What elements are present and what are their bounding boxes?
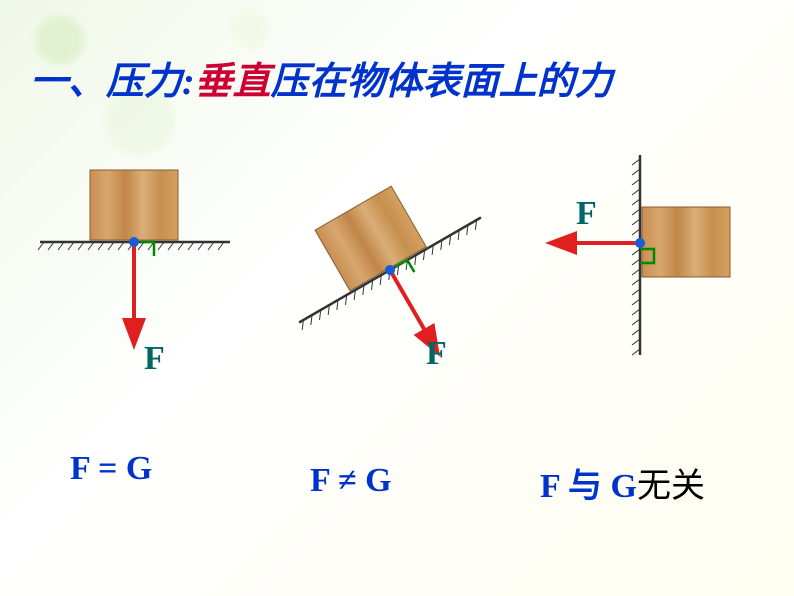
- diagram-inclined: [260, 150, 520, 410]
- caption-3: F 与 G无关: [540, 458, 705, 507]
- caption-3-black: 无关: [637, 468, 705, 505]
- title-prefix: 一、压力:: [30, 61, 195, 103]
- block-3: [642, 207, 730, 277]
- block-2: [315, 186, 426, 291]
- title-emphasis: 垂直: [195, 61, 271, 103]
- caption-3-blue: F 与 G: [540, 468, 637, 505]
- contact-point-3: [635, 238, 645, 248]
- diagram-vertical: [540, 145, 790, 395]
- page-title: 一、压力:垂直压在物体表面上的力: [30, 50, 613, 105]
- f-label-3: F: [576, 195, 597, 233]
- f-label-2: F: [426, 335, 447, 373]
- block-1: [90, 170, 178, 240]
- bokeh-3: [230, 10, 270, 50]
- caption-2: F ≠ G: [310, 462, 392, 500]
- title-suffix: 压在物体表面上的力: [271, 61, 613, 103]
- caption-1: F = G: [70, 450, 152, 488]
- f-label-1: F: [144, 340, 165, 378]
- force-arrow-2: [390, 270, 430, 339]
- contact-point-1: [129, 237, 139, 247]
